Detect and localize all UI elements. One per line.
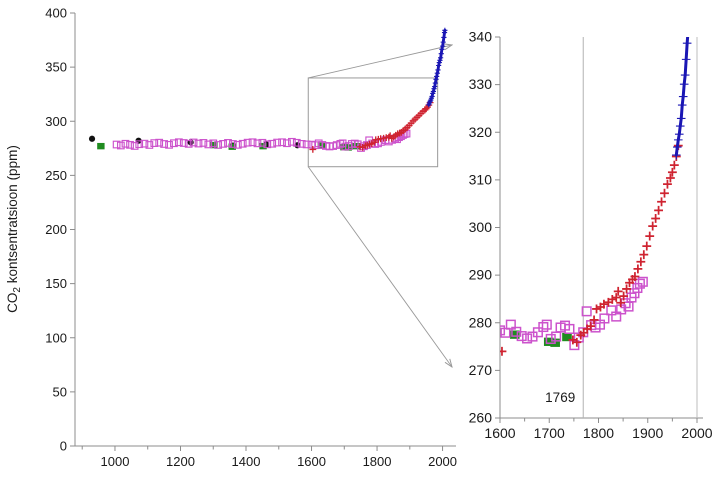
main-panel-ytick-label: 0	[60, 439, 67, 454]
inset-panel-xtick-label: 1800	[583, 425, 614, 441]
main-panel-ytick-label: 250	[45, 168, 67, 183]
inset-panel-ytick-label: 260	[469, 410, 493, 426]
main-panel-ytick-label: 100	[45, 330, 67, 345]
main-panel-axes: 1000 1200 1400 1600 1800 2000 0 50 100 150 200 250 3…	[45, 6, 457, 470]
connector-arrow-bottom	[307, 166, 452, 367]
connector-arrow-top	[308, 45, 452, 79]
inset-panel-ytick-label: 300	[469, 219, 493, 235]
series-blue-line	[426, 27, 448, 108]
main-panel-xtick-label: 1400	[232, 454, 261, 469]
inset-panel-ytick-label: 310	[469, 171, 493, 187]
main-panel-ytick-label: 400	[45, 6, 67, 21]
main-panel-data	[88, 27, 448, 153]
main-panel-xtick-label: 1000	[101, 454, 130, 469]
inset-panel-ytick-label: 320	[469, 124, 493, 140]
inset-panel-xtick-label: 1600	[484, 425, 515, 441]
inset-panel-xtick-label: 1900	[632, 425, 663, 441]
series-green-squares	[509, 330, 572, 347]
inset-panel-xtick-label: 1700	[534, 425, 565, 441]
inset-panel-ytick-label: 340	[469, 29, 493, 45]
series-red-plus	[309, 99, 434, 153]
series-red-plus	[500, 141, 683, 356]
series-black-circles	[166, 301, 483, 339]
main-panel-ytick-label: 200	[45, 222, 67, 237]
inset-panel-xtick-label: 2000	[681, 425, 712, 441]
inset-panel-data	[166, 37, 692, 356]
main-panel-ytick-label: 50	[53, 384, 67, 399]
inset-panel-ytick-label: 330	[469, 76, 493, 92]
main-panel-xtick-label: 1600	[297, 454, 326, 469]
main-panel-xtick-label: 1200	[166, 454, 195, 469]
series-blue-line	[672, 37, 692, 160]
inset-panel-ytick-label: 270	[469, 362, 493, 378]
main-panel-ytick-label: 300	[45, 114, 67, 129]
inset-panel-ytick-label: 280	[469, 314, 493, 330]
main-panel-ytick-label: 150	[45, 276, 67, 291]
inset-panel-ytick-label: 290	[469, 267, 493, 283]
zoom-box	[307, 77, 439, 168]
main-panel-ytick-label: 350	[45, 60, 67, 75]
main-panel-xtick-label: 2000	[428, 454, 457, 469]
main-panel-xtick-label: 1800	[363, 454, 392, 469]
inset-panel-axes: 1600 1700 1800 1900 2000 260 270 280 290 300 310 32…	[469, 29, 713, 442]
y-axis-title: CO2 kontsentratsioon (ppm)	[5, 145, 23, 313]
reference-line-label: 1769	[545, 390, 575, 405]
